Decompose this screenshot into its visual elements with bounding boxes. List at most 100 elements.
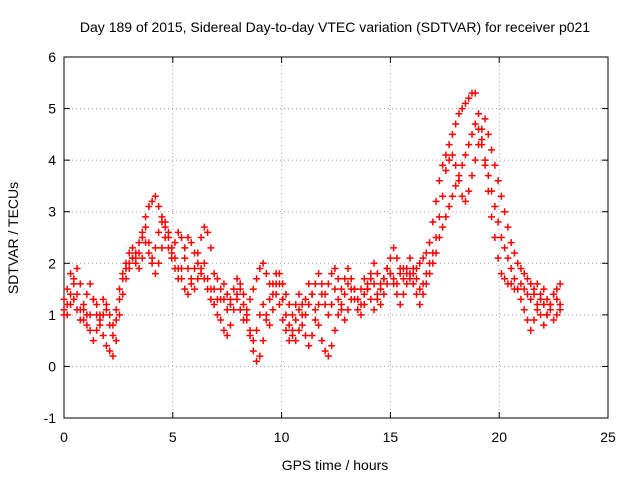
data-point [236, 285, 244, 293]
data-point [174, 275, 182, 283]
data-point [373, 295, 381, 303]
data-point [115, 311, 123, 319]
data-point [475, 125, 483, 133]
data-point [341, 275, 349, 283]
data-point [112, 306, 120, 314]
data-point [174, 228, 182, 236]
data-point [354, 306, 362, 314]
data-point [184, 264, 192, 272]
data-point [442, 213, 450, 221]
data-point [380, 290, 388, 298]
data-point [256, 311, 264, 319]
y-tick-label: 5 [48, 101, 56, 117]
data-point [318, 280, 326, 288]
data-point [60, 311, 68, 319]
data-point [158, 218, 166, 226]
data-point [315, 321, 323, 329]
data-point [419, 254, 427, 262]
data-point [461, 197, 469, 205]
data-point [194, 259, 202, 267]
data-point [178, 234, 186, 241]
data-point [187, 275, 195, 283]
data-point [194, 275, 202, 283]
data-point [60, 295, 68, 303]
data-point [432, 249, 440, 257]
data-point [540, 285, 548, 293]
data-point [543, 295, 551, 303]
data-point [256, 352, 264, 360]
data-point [439, 192, 447, 200]
data-point [240, 301, 248, 309]
data-point [151, 244, 159, 252]
data-point [324, 352, 332, 360]
data-point [171, 239, 179, 247]
data-point [504, 223, 512, 231]
data-point [416, 285, 424, 293]
data-point [266, 295, 274, 303]
data-point [138, 254, 146, 262]
data-point [396, 301, 404, 309]
data-point [83, 311, 91, 319]
data-point [520, 285, 528, 293]
data-point [533, 280, 541, 288]
data-point [337, 285, 345, 293]
data-point [262, 270, 270, 278]
data-point [210, 285, 218, 293]
data-point [517, 264, 525, 272]
data-point [530, 316, 538, 324]
data-point [142, 239, 150, 247]
data-point [223, 290, 231, 298]
data-point [367, 295, 375, 303]
data-point [93, 326, 101, 334]
data-point [138, 234, 146, 241]
data-point [158, 244, 166, 252]
y-tick-label: 3 [48, 204, 56, 220]
data-point [70, 295, 78, 303]
data-point [83, 321, 91, 329]
data-point [448, 130, 456, 138]
data-point [282, 290, 290, 298]
data-point [458, 192, 466, 200]
data-point [161, 223, 169, 231]
data-point [112, 316, 120, 324]
data-point [285, 321, 293, 329]
data-point [67, 270, 75, 278]
data-point [230, 285, 238, 293]
y-axis-label: SDTVAR / TECUs [5, 182, 21, 294]
data-point [533, 306, 541, 314]
data-point [501, 208, 509, 216]
data-point [527, 326, 535, 334]
data-point [93, 301, 101, 309]
data-point [357, 311, 365, 319]
data-point [471, 120, 479, 128]
data-point [308, 331, 316, 339]
data-point [491, 161, 499, 169]
data-point [99, 295, 107, 303]
data-point [86, 280, 94, 288]
data-point [520, 270, 528, 278]
data-point [275, 301, 283, 309]
data-point [370, 259, 378, 267]
data-point [168, 254, 176, 262]
data-point [413, 290, 421, 298]
series-3 [60, 120, 564, 334]
data-point [507, 239, 515, 247]
data-point [497, 192, 505, 200]
data-point [383, 264, 391, 272]
data-point [537, 295, 545, 303]
data-point [520, 306, 528, 314]
data-point [403, 280, 411, 288]
data-point [386, 270, 394, 278]
data-point [76, 316, 84, 324]
data-point [223, 306, 231, 314]
data-point [455, 172, 463, 180]
data-point [181, 254, 189, 262]
data-point [204, 285, 212, 293]
data-point [507, 280, 515, 288]
data-point [181, 244, 189, 252]
data-point [344, 280, 352, 288]
data-point [442, 166, 450, 174]
data-point [488, 146, 496, 154]
data-point [285, 301, 293, 309]
